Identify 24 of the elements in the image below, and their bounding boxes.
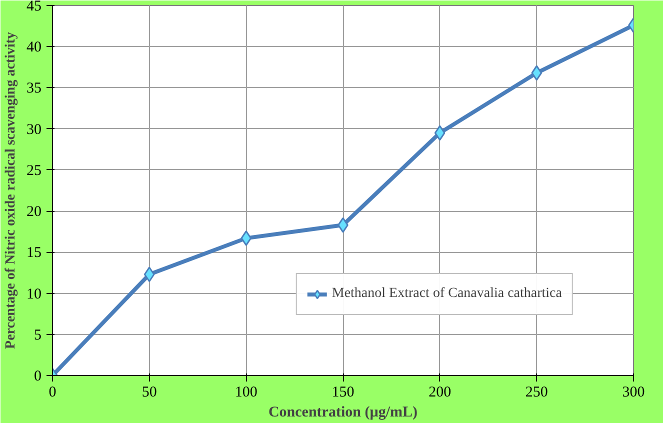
y-tick-label: 25 [26, 162, 42, 179]
point [144, 266, 155, 282]
x-tick-label: 300 [622, 384, 645, 400]
y-tick-label: 40 [26, 40, 42, 56]
y-tick-label: 20 [26, 204, 42, 220]
y-tick-label: 15 [26, 245, 42, 262]
y-tick-label: 10 [26, 286, 42, 302]
x-axis-title: Concentration (µg/mL) [268, 404, 418, 420]
point [531, 65, 542, 81]
y-tick-label: 5 [34, 327, 42, 344]
x-tick-label: 150 [332, 384, 354, 400]
y-tick-label: 0 [34, 368, 42, 384]
x-tick-label: 0 [48, 384, 56, 400]
y-tick-label: 35 [26, 80, 42, 97]
x-tick-label: 100 [234, 384, 258, 400]
y-axis-title: Percentage of Nitric oxide radical scavenging activity [4, 32, 18, 349]
legend-label: Methanol Extract of Canavalia cathartica [332, 286, 562, 302]
x-tick-label: 250 [525, 384, 548, 400]
y-tick-label: 30 [26, 122, 42, 138]
x-tick-label: 50 [142, 384, 157, 400]
point [434, 125, 446, 141]
x-tick-label: 200 [428, 384, 452, 400]
point [240, 230, 252, 246]
y-tick-label: 45 [26, 0, 42, 14]
